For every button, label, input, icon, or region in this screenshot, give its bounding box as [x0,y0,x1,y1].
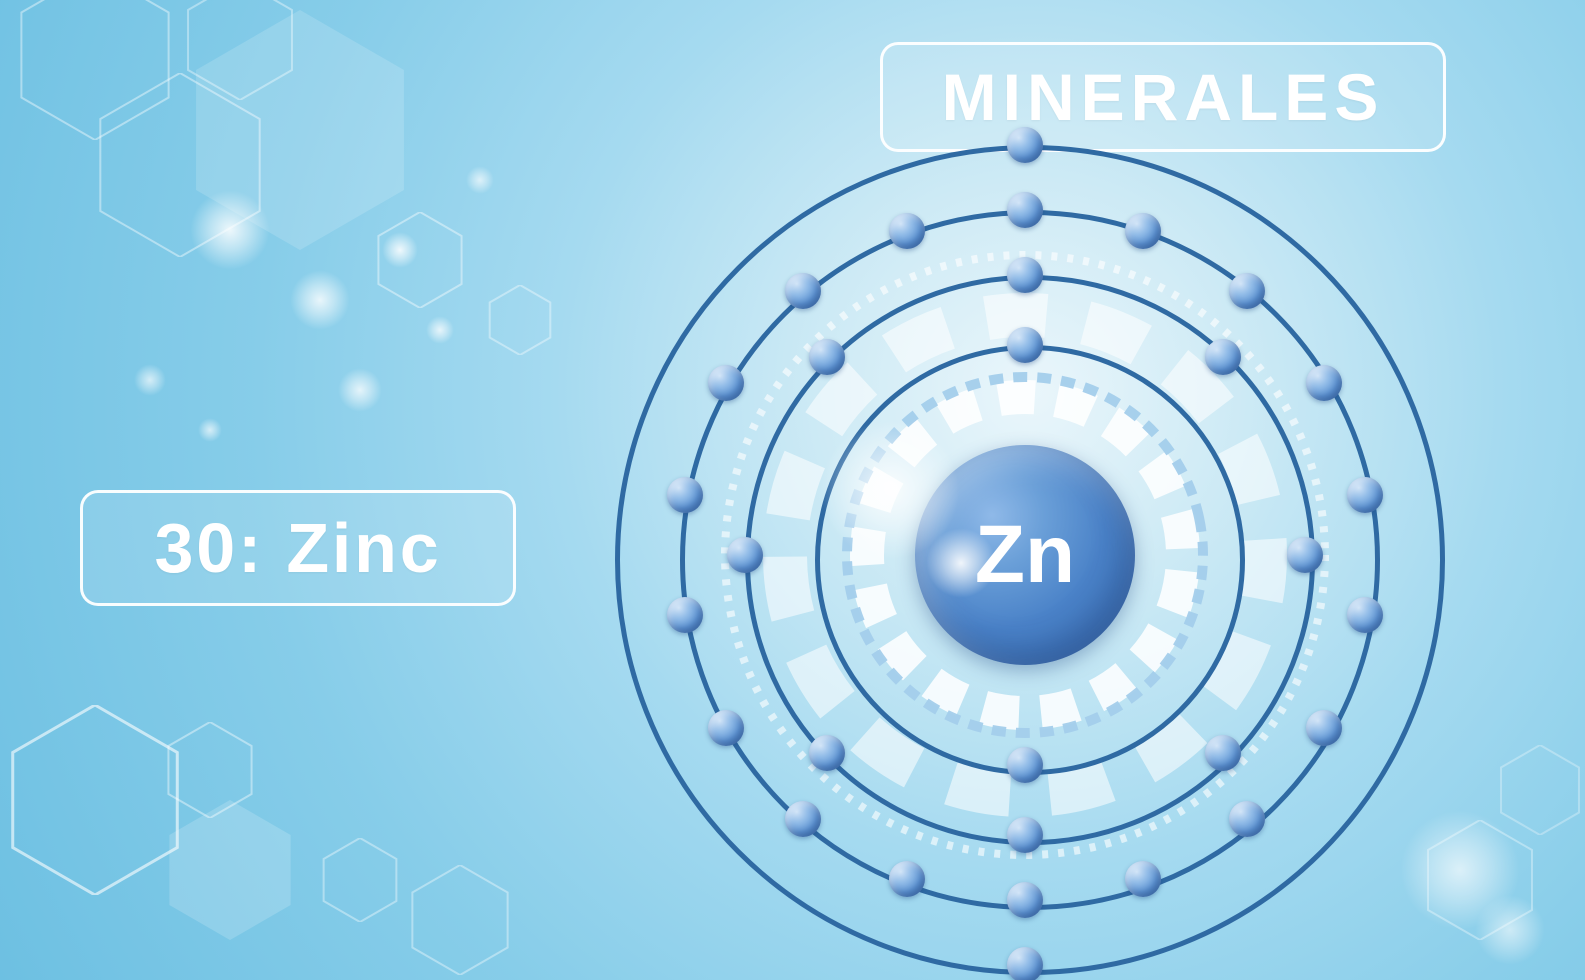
element-symbol: Zn [975,508,1075,602]
glow-decoration [198,418,222,442]
hexagon-decoration [160,800,300,945]
hexagon-decoration [372,212,468,313]
hexagon-decoration [180,0,300,105]
atom-diagram: Zn [591,121,1459,980]
glow-decoration [1475,895,1545,965]
nucleus: Zn [915,445,1135,665]
hexagon-decoration [162,722,258,823]
glow-decoration [382,232,418,268]
glow-decoration [466,166,494,194]
hexagon-decoration [10,0,180,145]
infographic-canvas: MINERALES 30: Zinc Zn [0,0,1585,980]
glow-decoration [134,364,166,396]
hexagon-decoration [405,865,515,980]
glow-decoration [426,316,454,344]
electron [1007,127,1043,163]
hexagon-decoration [0,705,190,900]
hexagon-decoration [318,838,402,927]
glow-decoration [338,368,382,412]
element-badge: 30: Zinc [80,490,516,606]
electron [1007,947,1043,980]
glow-decoration [290,270,350,330]
element-label: 30: Zinc [155,508,442,588]
hexagon-decoration [88,73,272,262]
glow-decoration [190,190,270,270]
hexagon-decoration [180,10,420,255]
